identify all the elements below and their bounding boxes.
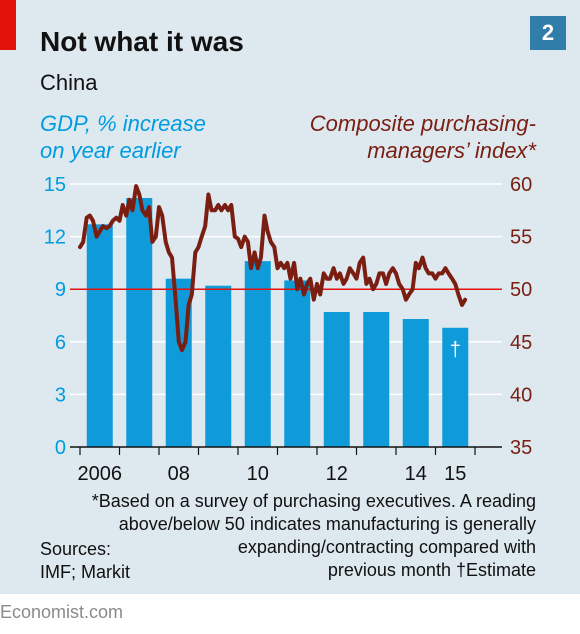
gdp-bar (86, 224, 113, 447)
right-tick-label: 50 (510, 279, 532, 301)
gdp-bar (284, 280, 311, 447)
chart-number-badge: 2 (530, 16, 566, 50)
x-tick-label: 12 (326, 463, 348, 485)
chart-subtitle: China (40, 70, 98, 95)
x-tick-label: 08 (168, 463, 190, 485)
publisher-logo: Economist.com (0, 602, 124, 622)
left-tick-label: 6 (55, 332, 66, 354)
left-axis-title: GDP, % increase on year earlier (40, 110, 206, 164)
sources-label: Sources: (40, 539, 112, 559)
gdp-bar (126, 198, 153, 447)
chart-plot: 0 3 6 9 12 15 35 40 45 50 55 60 † 2006 08 10 12 14 15 (44, 174, 533, 485)
left-tick-label: 3 (55, 384, 66, 406)
gdp-bar (205, 285, 232, 447)
gdp-bar (442, 327, 469, 447)
x-tick-label: 2006 (78, 463, 123, 485)
right-axis-title: Composite purchasing- managers’ index* (310, 110, 536, 164)
left-tick-label: 12 (44, 227, 66, 249)
chart-title: Not what it was (40, 26, 244, 57)
footnote-line: above/below 50 indicates manufacturing i… (118, 514, 536, 534)
x-tick-label: 15 (444, 463, 466, 485)
chart-frame: Not what it was 2 China GDP, % increase … (0, 0, 580, 594)
left-axis-title-line: GDP, % increase (40, 111, 206, 136)
left-tick-label: 0 (55, 437, 66, 459)
right-tick-label: 45 (510, 332, 532, 354)
footnote: *Based on a survey of purchasing executi… (92, 490, 536, 582)
sources: Sources: IMF; Markit (40, 538, 130, 584)
x-tick-label: 14 (405, 463, 427, 485)
right-axis-title-line: managers’ index* (367, 138, 536, 163)
right-axis-title-line: Composite purchasing- (309, 111, 536, 136)
right-tick-label: 35 (510, 437, 532, 459)
gdp-bar (323, 311, 350, 447)
right-tick-label: 40 (510, 384, 532, 406)
left-axis-title-line: on year earlier (40, 138, 181, 163)
footnote-line: expanding/contracting compared with (237, 537, 536, 557)
estimate-dagger: † (450, 339, 461, 361)
right-tick-label: 60 (510, 174, 532, 196)
gdp-bar (363, 311, 390, 447)
right-tick-label: 55 (510, 227, 532, 249)
footnote-line: previous month †Estimate (327, 560, 536, 580)
left-tick-label: 15 (44, 174, 66, 196)
left-tick-label: 9 (55, 279, 66, 301)
sources-list: IMF; Markit (40, 562, 130, 582)
gdp-bar (402, 319, 429, 447)
x-tick-label: 10 (247, 463, 269, 485)
pmi-line (78, 184, 468, 353)
brand-red-bar (0, 0, 16, 50)
footnote-line: *Based on a survey of purchasing executi… (91, 491, 536, 511)
gdp-bar (244, 261, 271, 447)
